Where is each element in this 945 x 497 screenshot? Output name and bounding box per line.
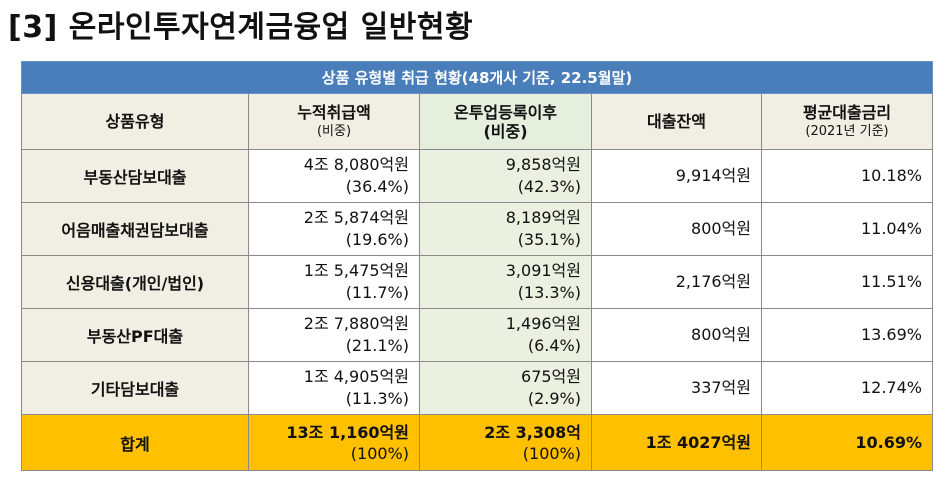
header-cumulative-sub: (비중) — [316, 123, 352, 139]
header-since-registration-label: 온투업등록이후 — [453, 102, 558, 122]
row-since-registration-amount: 675억원 — [521, 367, 581, 386]
row-cumulative-amount: 1조 5,475억원 — [303, 261, 409, 280]
table-caption-row: 상품 유형별 취급 현황(48개사 기준, 22.5월말) — [21, 61, 933, 94]
table-caption: 상품 유형별 취급 현황(48개사 기준, 22.5월말) — [21, 61, 933, 94]
header-avg-rate: 평균대출금리 (2021년 기준) — [761, 93, 933, 150]
row-product-type: 부동산PF대출 — [21, 308, 249, 362]
row-cumulative-pct: (21.1%) — [345, 336, 409, 355]
row-cumulative-pct: (11.3%) — [345, 389, 409, 408]
row-avg-rate: 11.04% — [761, 202, 933, 256]
row-product-type: 기타담보대출 — [21, 361, 249, 415]
row-cumulative: 1조 4,905억원 (11.3%) — [248, 361, 420, 415]
row-since-registration: 3,091억원 (13.3%) — [419, 255, 592, 309]
row-since-registration-pct: (6.4%) — [527, 336, 581, 355]
row-balance: 337억원 — [591, 361, 762, 415]
row-balance: 2,176억원 — [591, 255, 762, 309]
table-row: 신용대출(개인/법인) 1조 5,475억원 (11.7%) 3,091억원 (13… — [21, 255, 933, 309]
total-since-registration: 2조 3,308억 (100%) — [419, 414, 592, 471]
header-product-type: 상품유형 — [21, 93, 249, 150]
total-avg-rate: 10.69% — [761, 414, 933, 471]
total-cumulative-amount: 13조 1,160억원 — [286, 422, 409, 442]
header-since-registration-sub: (비중) — [483, 121, 528, 141]
row-avg-rate: 12.74% — [761, 361, 933, 415]
row-balance: 800억원 — [591, 202, 762, 256]
table-row: 어음매출채권담보대출 2조 5,874억원 (19.6%) 8,189억원 (35.… — [21, 202, 933, 256]
total-cumulative: 13조 1,160억원 (100%) — [248, 414, 420, 471]
total-since-registration-amount: 2조 3,308억 — [484, 422, 581, 442]
table-row: 기타담보대출 1조 4,905억원 (11.3%) 675억원 (2.9%) 337… — [21, 361, 933, 415]
row-since-registration: 1,496억원 (6.4%) — [419, 308, 592, 362]
row-product-type: 어음매출채권담보대출 — [21, 202, 249, 256]
total-label: 합계 — [21, 414, 249, 471]
row-cumulative-pct: (11.7%) — [345, 283, 409, 302]
table-row: 부동산PF대출 2조 7,880억원 (21.1%) 1,496억원 (6.4%) … — [21, 308, 933, 362]
header-balance: 대출잔액 — [591, 93, 762, 150]
row-since-registration: 9,858억원 (42.3%) — [419, 149, 592, 203]
product-summary-table: 상품 유형별 취급 현황(48개사 기준, 22.5월말) 상품유형 누적취급액… — [21, 61, 933, 471]
row-product-type: 신용대출(개인/법인) — [21, 255, 249, 309]
table-header-row: 상품유형 누적취급액 (비중) 온투업등록이후 (비중) 대출잔액 평균대출금리… — [21, 93, 933, 150]
row-product-type: 부동산담보대출 — [21, 149, 249, 203]
row-cumulative: 1조 5,475억원 (11.7%) — [248, 255, 420, 309]
header-product-type-label: 상품유형 — [105, 112, 165, 131]
page-title: [3] 온라인투자연계금융업 일반현황 — [8, 10, 474, 45]
total-cumulative-pct: (100%) — [350, 443, 409, 463]
row-since-registration-pct: (13.3%) — [517, 283, 581, 302]
header-cumulative: 누적취급액 (비중) — [248, 93, 420, 150]
table-row: 부동산담보대출 4조 8,080억원 (36.4%) 9,858억원 (42.3%)… — [21, 149, 933, 203]
header-balance-label: 대출잔액 — [647, 112, 706, 131]
row-cumulative-amount: 1조 4,905억원 — [303, 367, 409, 386]
header-cumulative-label: 누적취급액 — [297, 102, 371, 122]
row-cumulative-pct: (36.4%) — [345, 177, 409, 196]
total-balance: 1조 4027억원 — [591, 414, 762, 471]
row-since-registration-amount: 1,496억원 — [505, 314, 581, 333]
row-cumulative-pct: (19.6%) — [345, 230, 409, 249]
row-since-registration-pct: (42.3%) — [517, 177, 581, 196]
header-avg-rate-sub: (2021년 기준) — [805, 123, 889, 139]
row-avg-rate: 10.18% — [761, 149, 933, 203]
total-since-registration-pct: (100%) — [522, 443, 581, 463]
row-avg-rate: 13.69% — [761, 308, 933, 362]
row-since-registration-amount: 8,189억원 — [505, 208, 581, 227]
row-cumulative: 4조 8,080억원 (36.4%) — [248, 149, 420, 203]
header-since-registration: 온투업등록이후 (비중) — [419, 93, 592, 150]
row-since-registration: 675억원 (2.9%) — [419, 361, 592, 415]
row-cumulative-amount: 4조 8,080억원 — [303, 155, 409, 174]
row-since-registration-pct: (2.9%) — [527, 389, 581, 408]
row-cumulative-amount: 2조 5,874억원 — [303, 208, 409, 227]
row-avg-rate: 11.51% — [761, 255, 933, 309]
row-since-registration-amount: 3,091억원 — [505, 261, 581, 280]
row-balance: 800억원 — [591, 308, 762, 362]
row-cumulative: 2조 5,874억원 (19.6%) — [248, 202, 420, 256]
row-since-registration: 8,189억원 (35.1%) — [419, 202, 592, 256]
header-avg-rate-label: 평균대출금리 — [802, 102, 892, 122]
row-cumulative-amount: 2조 7,880억원 — [303, 314, 409, 333]
row-since-registration-amount: 9,858억원 — [505, 155, 581, 174]
row-cumulative: 2조 7,880억원 (21.1%) — [248, 308, 420, 362]
row-since-registration-pct: (35.1%) — [517, 230, 581, 249]
table-total-row: 합계 13조 1,160억원 (100%) 2조 3,308억 (100%) 1조 … — [21, 414, 933, 471]
row-balance: 9,914억원 — [591, 149, 762, 203]
